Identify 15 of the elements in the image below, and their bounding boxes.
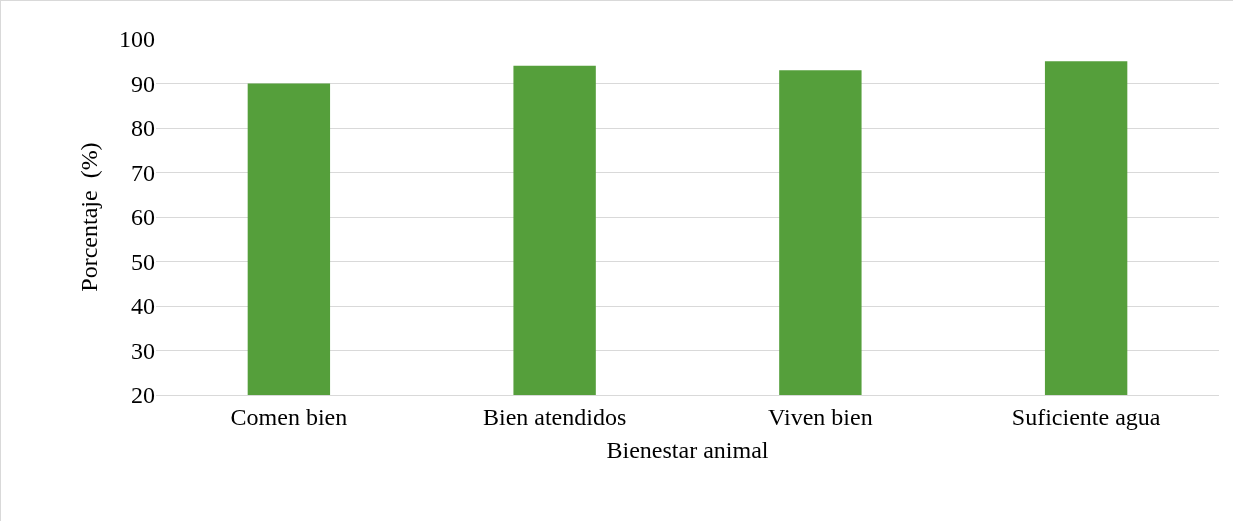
y-tick-label: 20	[131, 382, 155, 409]
y-axis-title: Porcentaje (%)	[76, 142, 103, 292]
x-tick-label: Suficiente agua	[1011, 403, 1161, 430]
y-tick-label: 50	[131, 248, 155, 275]
x-tick-label: Bien atendidos	[482, 403, 627, 430]
y-tick-label: 40	[131, 293, 155, 320]
y-tick-label: 100	[119, 26, 155, 53]
x-axis-title: Bienestar animal	[606, 437, 769, 464]
y-tick-label: 30	[131, 337, 155, 364]
x-tick-label: Comen bien	[230, 403, 348, 430]
y-tick-label: 90	[131, 70, 155, 97]
y-tick-label: 70	[131, 159, 155, 186]
y-tick-label: 60	[131, 204, 155, 231]
y-tick-label: 80	[131, 115, 155, 142]
x-tick-label: Viven bien	[768, 403, 873, 430]
